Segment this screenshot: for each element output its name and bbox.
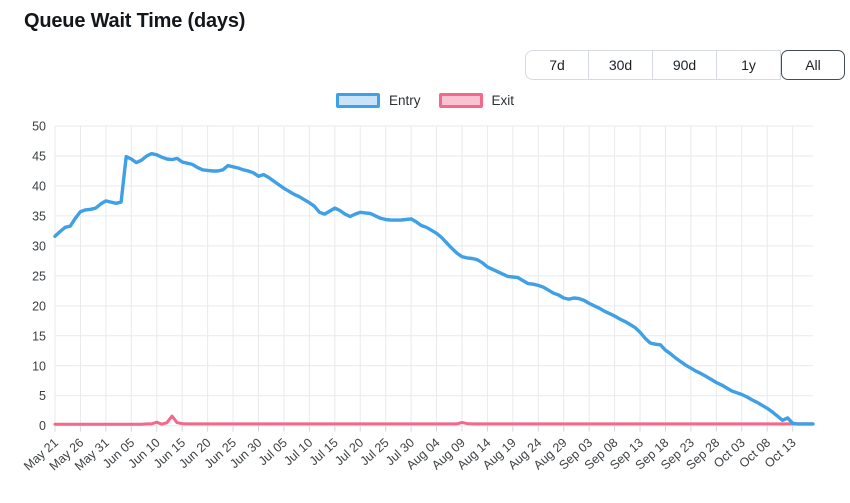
chart-legend: Entry Exit: [0, 93, 850, 108]
svg-text:35: 35: [32, 209, 46, 223]
exit-series-swatch: [438, 93, 483, 108]
svg-text:20: 20: [32, 299, 46, 313]
svg-text:5: 5: [39, 389, 46, 403]
time-range-button-group: 7d 30d 90d 1y All: [525, 50, 845, 80]
entry-series-swatch: [335, 93, 380, 108]
svg-text:30: 30: [32, 239, 46, 253]
range-button-1y[interactable]: 1y: [717, 50, 781, 80]
range-button-90d[interactable]: 90d: [653, 50, 717, 80]
range-button-7d[interactable]: 7d: [525, 50, 589, 80]
page-title: Queue Wait Time (days): [24, 10, 246, 32]
svg-text:25: 25: [32, 269, 46, 283]
svg-text:50: 50: [32, 120, 46, 134]
entry-legend-label: Entry: [388, 93, 421, 108]
svg-text:40: 40: [32, 179, 46, 193]
svg-text:15: 15: [32, 329, 46, 343]
svg-text:0: 0: [39, 419, 46, 433]
legend-item-exit[interactable]: Exit: [438, 93, 515, 108]
legend-item-entry[interactable]: Entry: [335, 93, 421, 108]
exit-legend-label: Exit: [491, 93, 515, 108]
range-button-30d[interactable]: 30d: [589, 50, 653, 80]
svg-text:45: 45: [32, 149, 46, 163]
range-button-all[interactable]: All: [781, 50, 845, 80]
svg-text:10: 10: [32, 359, 46, 373]
